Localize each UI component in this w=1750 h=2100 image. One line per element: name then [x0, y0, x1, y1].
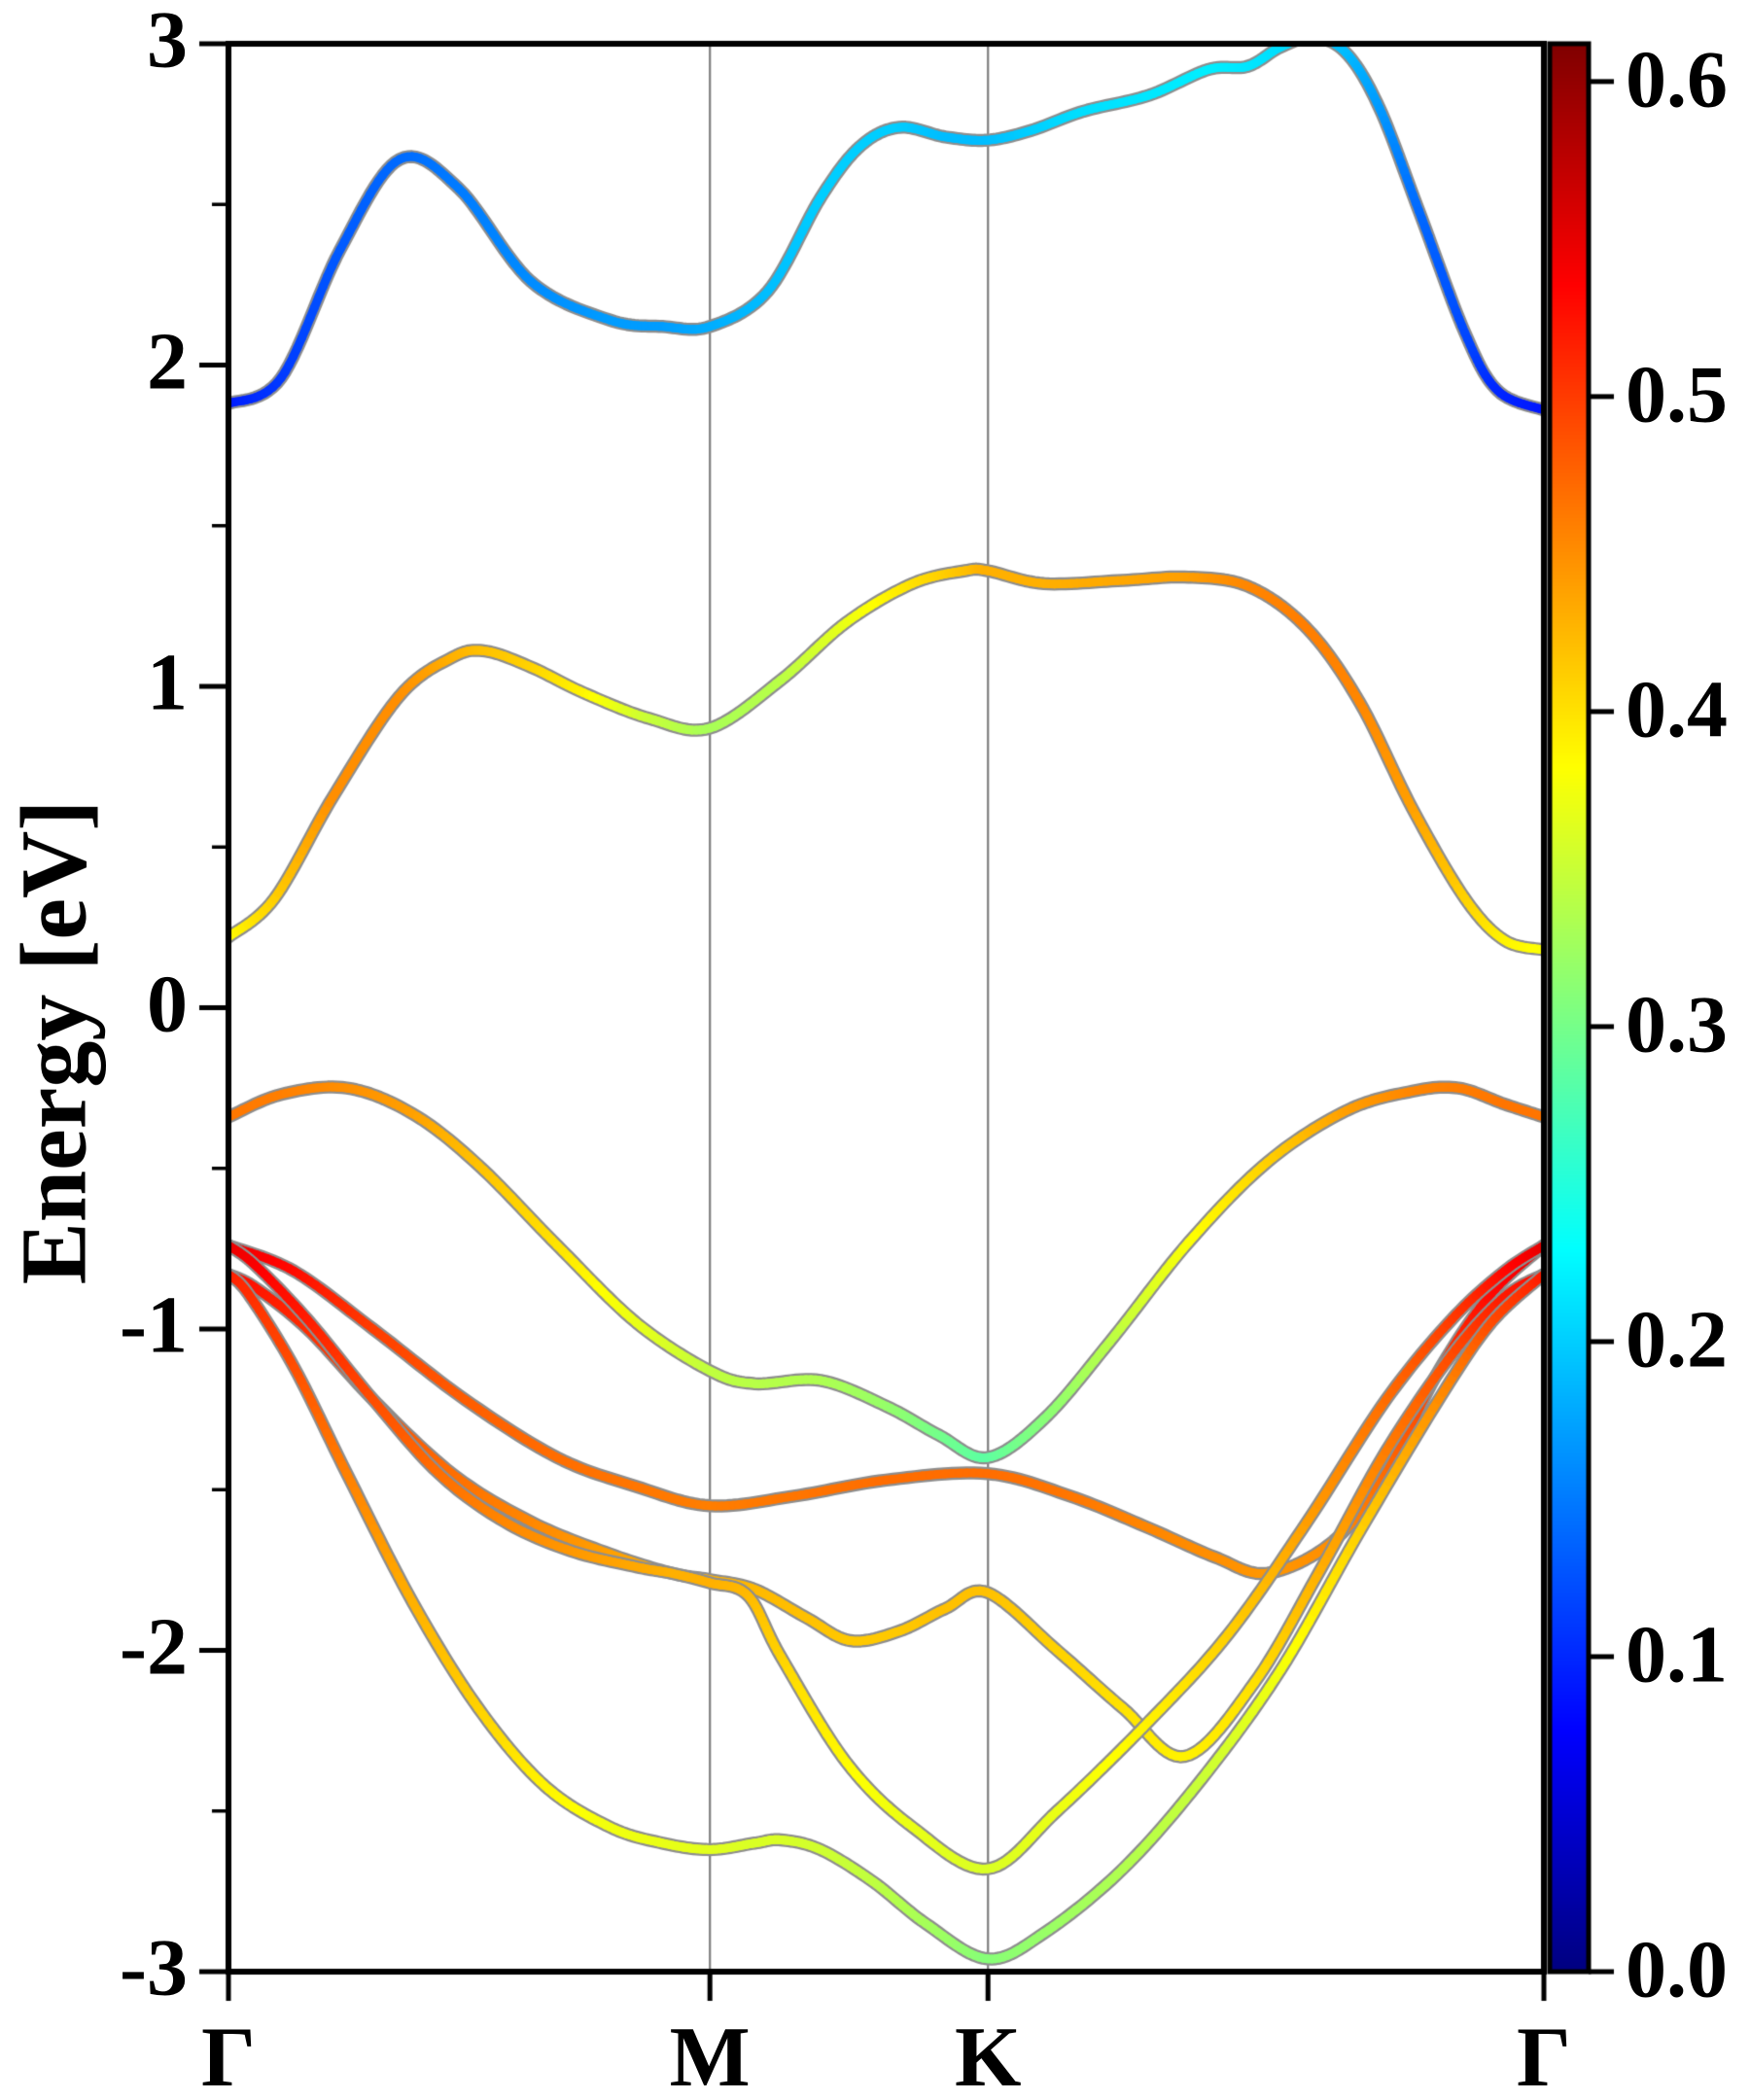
y-tick-label--1: -1 [120, 1279, 188, 1371]
colorbar-tick-label-0.1: 0.1 [1626, 1609, 1728, 1700]
colorbar-tick-label-0.2: 0.2 [1626, 1294, 1728, 1385]
y-tick-label-0: 0 [147, 959, 188, 1050]
colorbar-tick-label-0.4: 0.4 [1626, 664, 1728, 755]
colorbar-tick-label-0.0: 0.0 [1626, 1924, 1728, 2015]
x-tick-label-2-K: K [954, 2011, 1022, 2100]
y-tick-label--2: -2 [120, 1601, 188, 1693]
colorbar-tick-label-0.6: 0.6 [1626, 34, 1728, 125]
x-tick-label-1-M: M [669, 2011, 751, 2100]
y-tick-label--3: -3 [120, 1922, 188, 2013]
y-tick-label-2: 2 [147, 316, 188, 407]
x-tick-label-0-Γ: Γ [201, 2011, 256, 2100]
x-tick-label-3-Γ: Γ [1517, 2011, 1571, 2100]
y-tick-label-1: 1 [147, 637, 188, 728]
colorbar-tick-label-0.3: 0.3 [1626, 979, 1728, 1070]
y-tick-label-3: 3 [147, 0, 188, 86]
colorbar-tick-label-0.5: 0.5 [1626, 349, 1728, 440]
